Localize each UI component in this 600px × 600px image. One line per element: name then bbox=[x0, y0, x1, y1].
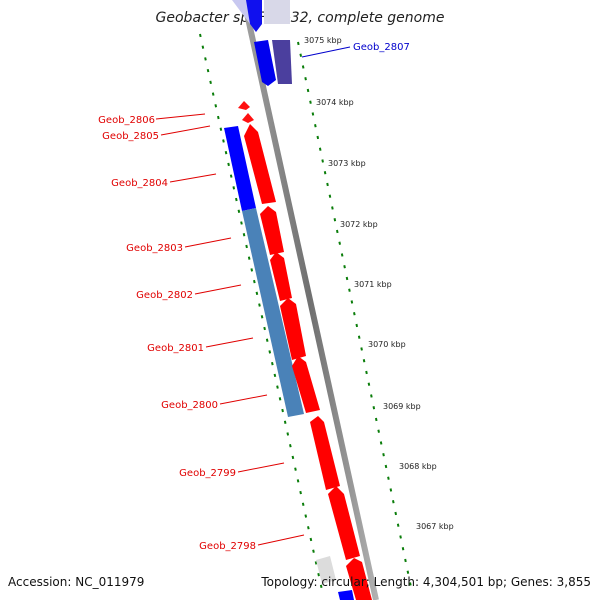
gene-geob-2799[interactable] bbox=[310, 416, 340, 490]
kbp-3072: 3072 kbp bbox=[340, 220, 378, 229]
gene-geob-2801[interactable] bbox=[280, 298, 306, 360]
gene-geob-2804[interactable] bbox=[244, 124, 276, 204]
gene-bottom-faded[interactable] bbox=[316, 556, 336, 584]
label-geob-2806[interactable]: Geob_2806 bbox=[98, 115, 155, 126]
gene-geob-2798[interactable] bbox=[328, 486, 360, 560]
gene-geob-2800[interactable] bbox=[292, 356, 320, 413]
label-geob-2800[interactable]: Geob_2800 bbox=[161, 400, 218, 411]
gene-geob-2807-reverse[interactable] bbox=[254, 40, 276, 86]
label-geob-2803[interactable]: Geob_2803 bbox=[126, 243, 183, 254]
kbp-3067: 3067 kbp bbox=[416, 522, 454, 531]
kbp-3069: 3069 kbp bbox=[383, 402, 421, 411]
operon-block[interactable] bbox=[242, 208, 304, 417]
accession-text: Accession: NC_011979 bbox=[8, 575, 144, 589]
gene-geob-2802[interactable] bbox=[270, 252, 292, 301]
gene-faded-top-2[interactable] bbox=[264, 0, 290, 24]
gene-geob-2804-reverse[interactable] bbox=[224, 126, 256, 211]
genome-title: Geobacter sp. FRC-32, complete genome bbox=[156, 10, 445, 26]
gene-geob-2806[interactable] bbox=[238, 101, 250, 110]
label-geob-2799[interactable]: Geob_2799 bbox=[179, 468, 236, 479]
inner-ruler bbox=[199, 33, 323, 591]
scale-labels: 3075 kbp 3074 kbp 3073 kbp 3072 kbp 3071… bbox=[304, 36, 454, 531]
outer-ruler bbox=[297, 41, 413, 593]
gene-geob-2807[interactable] bbox=[272, 40, 292, 84]
kbp-3074: 3074 kbp bbox=[316, 98, 354, 107]
kbp-3068: 3068 kbp bbox=[399, 462, 437, 471]
label-geob-2802[interactable]: Geob_2802 bbox=[136, 290, 193, 301]
topology-text: Topology: circular; Length: 4,304,501 bp… bbox=[260, 575, 591, 589]
label-geob-2807[interactable]: Geob_2807 bbox=[353, 42, 410, 53]
label-geob-2804[interactable]: Geob_2804 bbox=[111, 178, 168, 189]
label-geob-2801[interactable]: Geob_2801 bbox=[147, 343, 204, 354]
label-geob-2798[interactable]: Geob_2798 bbox=[199, 541, 256, 552]
gene-geob-2805[interactable] bbox=[242, 113, 254, 123]
gene-bottom-red[interactable] bbox=[346, 558, 372, 600]
kbp-3070: 3070 kbp bbox=[368, 340, 406, 349]
gene-blue-top[interactable] bbox=[246, 0, 262, 32]
gene-bottom-blue[interactable] bbox=[338, 590, 354, 600]
kbp-3071: 3071 kbp bbox=[354, 280, 392, 289]
genome-backbone bbox=[241, 0, 379, 600]
label-geob-2805[interactable]: Geob_2805 bbox=[102, 131, 159, 142]
kbp-3075: 3075 kbp bbox=[304, 36, 342, 45]
gene-geob-2803[interactable] bbox=[260, 206, 284, 255]
kbp-3073: 3073 kbp bbox=[328, 159, 366, 168]
gene-labels: Geob_2807 Geob_2806 Geob_2805 Geob_2804 … bbox=[98, 42, 410, 552]
